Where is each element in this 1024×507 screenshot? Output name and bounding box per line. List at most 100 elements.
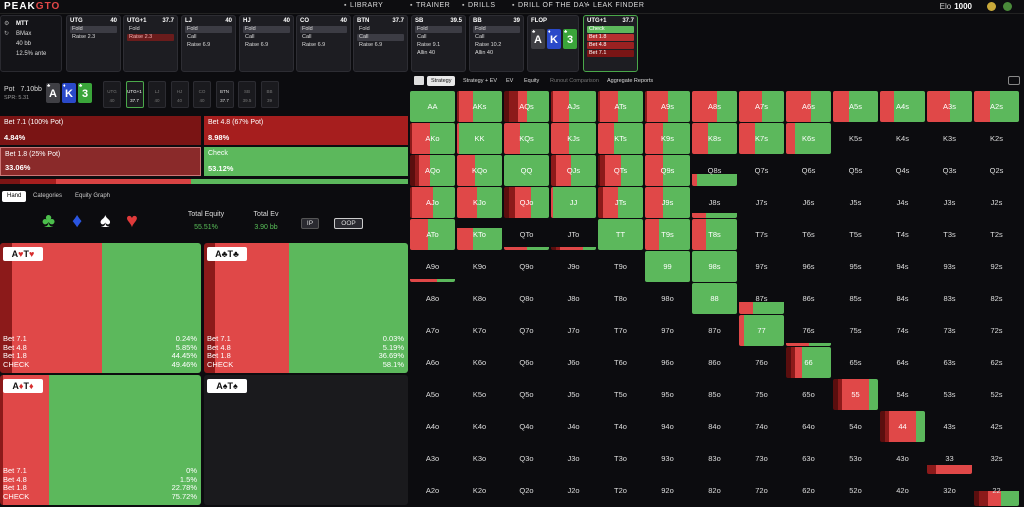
hand-cell[interactable]: Q4o — [504, 411, 549, 442]
hand-cell[interactable]: A9s — [645, 91, 690, 122]
hand-cell[interactable]: Q8s — [692, 155, 737, 186]
hand-cell[interactable]: 82s — [974, 283, 1019, 314]
hand-cell[interactable]: ATo — [410, 219, 455, 250]
hand-cell[interactable]: K5o — [457, 379, 502, 410]
hand-cell[interactable]: J9o — [551, 251, 596, 282]
hand-cell[interactable]: 73o — [739, 443, 784, 474]
hand-cell[interactable]: T3o — [598, 443, 643, 474]
action-option[interactable]: Fold — [70, 26, 117, 33]
hand-cell[interactable]: 73s — [927, 315, 972, 346]
hand-cell[interactable]: Q9o — [504, 251, 549, 282]
nav-library[interactable]: ▪ LIBRARY — [344, 2, 383, 9]
hand-cell[interactable]: AJs — [551, 91, 596, 122]
hand-cell[interactable]: 54o — [833, 411, 878, 442]
hand-cell[interactable]: 92s — [974, 251, 1019, 282]
hand-cell[interactable]: J9s — [645, 187, 690, 218]
hand-cell[interactable]: 83s — [927, 283, 972, 314]
hand-cell[interactable]: AJo — [410, 187, 455, 218]
combo-card[interactable]: A♣T♣ Bet 7.1 0.03% Bet 4.8 5.19% Bet 1.8 36.69… — [204, 243, 408, 373]
hand-cell[interactable]: K8o — [457, 283, 502, 314]
action-option[interactable]: Raise 10.2 — [475, 42, 502, 48]
hand-cell[interactable]: T8s — [692, 219, 737, 250]
position-button[interactable]: BB 39 — [260, 81, 279, 108]
hand-cell[interactable]: K3s — [927, 123, 972, 154]
hand-cell[interactable]: 94s — [880, 251, 925, 282]
hand-cell[interactable]: 76o — [739, 347, 784, 378]
hand-cell[interactable]: T9o — [598, 251, 643, 282]
hand-cell[interactable]: T6s — [786, 219, 831, 250]
combo-card[interactable]: A♥T♥ Bet 7.1 0.24% Bet 4.8 5.85% Bet 1.8 44.45… — [0, 243, 201, 373]
hand-cell[interactable]: K2s — [974, 123, 1019, 154]
hand-cell[interactable]: 82o — [692, 475, 737, 506]
position-button[interactable]: BTN 37.7 — [215, 81, 234, 108]
strategy-tab[interactable]: Strategy + EV — [463, 78, 498, 84]
current-action[interactable]: Bet 4.8 — [587, 42, 634, 49]
refresh-icon[interactable]: ↻ — [4, 31, 10, 37]
hand-cell[interactable]: 94o — [645, 411, 690, 442]
hand-cell[interactable]: 98o — [645, 283, 690, 314]
hand-cell[interactable]: AQs — [504, 91, 549, 122]
hand-cell[interactable]: 97o — [645, 315, 690, 346]
keyboard-icon[interactable] — [1008, 76, 1020, 85]
strategy-tab[interactable]: EV — [506, 78, 514, 84]
hand-cell[interactable]: 42s — [974, 411, 1019, 442]
hand-cell[interactable]: A4s — [880, 91, 925, 122]
hand-cell[interactable]: T7o — [598, 315, 643, 346]
hand-cell[interactable]: 22 — [974, 475, 1019, 506]
gear-icon[interactable]: ⚙ — [4, 21, 10, 27]
action-option[interactable]: Fold — [129, 26, 140, 32]
hand-cell[interactable]: 64s — [880, 347, 925, 378]
hand-cell[interactable]: J2o — [551, 475, 596, 506]
hand-cell[interactable]: A7o — [410, 315, 455, 346]
ip-button[interactable]: IP — [301, 218, 319, 229]
position-card-sb[interactable]: SB 39.5 Fold Call Raise 9.1 Allin 40 — [411, 15, 466, 72]
hand-cell[interactable]: 52o — [833, 475, 878, 506]
position-button[interactable]: UTG 40 — [103, 81, 121, 108]
hand-cell[interactable]: T9s — [645, 219, 690, 250]
hand-cell[interactable]: A3s — [927, 91, 972, 122]
hand-cell[interactable]: Q5s — [833, 155, 878, 186]
hand-cell[interactable]: K4o — [457, 411, 502, 442]
hand-cell[interactable]: Q2s — [974, 155, 1019, 186]
logo[interactable]: PEAKGTO — [4, 1, 61, 12]
hand-cell[interactable]: 55 — [833, 379, 878, 410]
action-option[interactable]: Raise 6.9 — [245, 42, 269, 48]
hand-cell[interactable]: 97s — [739, 251, 784, 282]
hand-cell[interactable]: 84s — [880, 283, 925, 314]
hand-cell[interactable]: K4s — [880, 123, 925, 154]
position-button[interactable]: UTG+1 37.7 — [125, 81, 144, 108]
hand-cell[interactable]: 93s — [927, 251, 972, 282]
action-option[interactable]: Fold — [359, 26, 370, 32]
hand-cell[interactable]: Q5o — [504, 379, 549, 410]
hand-cell[interactable]: J7s — [739, 187, 784, 218]
hand-cell[interactable]: 53o — [833, 443, 878, 474]
hand-cell[interactable]: K9o — [457, 251, 502, 282]
action-option[interactable]: Fold — [185, 26, 232, 33]
panel-icon[interactable] — [414, 76, 424, 85]
hand-cell[interactable]: KJs — [551, 123, 596, 154]
hand-cell[interactable]: 99 — [645, 251, 690, 282]
action-option[interactable]: Call — [245, 34, 255, 40]
hand-cell[interactable]: QTs — [598, 155, 643, 186]
hand-cell[interactable]: J3o — [551, 443, 596, 474]
hand-cell[interactable]: 83o — [692, 443, 737, 474]
position-card-co[interactable]: CO 40 Fold Call Raise 6.9 — [296, 15, 351, 72]
hand-cell[interactable]: K9s — [645, 123, 690, 154]
hand-cell[interactable]: 95s — [833, 251, 878, 282]
hand-cell[interactable]: T3s — [927, 219, 972, 250]
hand-cell[interactable]: 32o — [927, 475, 972, 506]
hand-cell[interactable]: 42o — [880, 475, 925, 506]
hand-cell[interactable]: 84o — [692, 411, 737, 442]
hand-cell[interactable]: 95o — [645, 379, 690, 410]
hand-cell[interactable]: A4o — [410, 411, 455, 442]
action-option[interactable]: Fold — [243, 26, 290, 33]
hand-cell[interactable]: QQ — [504, 155, 549, 186]
hand-cell[interactable]: K8s — [692, 123, 737, 154]
hand-cell[interactable]: 85s — [833, 283, 878, 314]
strategy-tab[interactable]: Strategy — [427, 76, 456, 86]
hand-cell[interactable]: A3o — [410, 443, 455, 474]
hand-cell[interactable]: T7s — [739, 219, 784, 250]
hand-cell[interactable]: QJo — [504, 187, 549, 218]
hand-cell[interactable]: 75o — [739, 379, 784, 410]
hand-cell[interactable]: ATs — [598, 91, 643, 122]
